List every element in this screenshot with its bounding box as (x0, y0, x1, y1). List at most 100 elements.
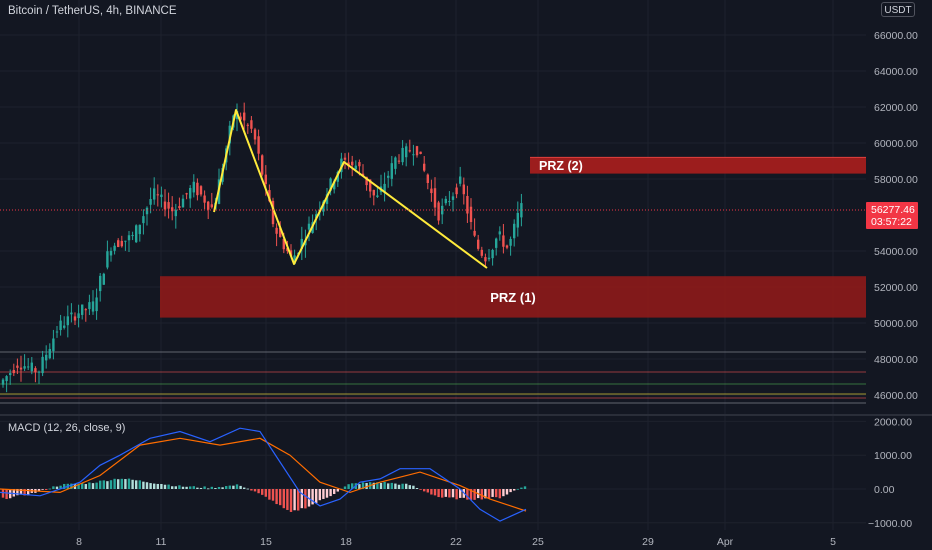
macd-histogram-bar (473, 489, 476, 500)
macd-histogram-bar (282, 489, 285, 509)
macd-histogram-bar (84, 484, 87, 489)
macd-histogram-bar (63, 483, 66, 489)
candle-body (81, 304, 84, 315)
candle-body (372, 189, 375, 196)
macd-histogram-bar (23, 489, 26, 496)
macd-histogram-bar (70, 483, 73, 489)
macd-histogram-bar (509, 489, 512, 493)
symbol-title[interactable]: Bitcoin / TetherUS, 4h, BINANCE (8, 5, 177, 17)
macd-histogram-bar (37, 489, 41, 491)
candle-body (415, 146, 419, 156)
candle-body (401, 147, 404, 163)
macd-histogram-bar (329, 489, 332, 497)
macd-histogram-bar (178, 485, 181, 489)
macd-axis-label: 0.00 (874, 484, 895, 496)
price-axis[interactable]: 66000.00 64000.00 62000.00 60000.00 58000.00… (874, 30, 918, 402)
candle-body (243, 112, 246, 121)
candle-body (509, 238, 512, 246)
candle-body (502, 235, 505, 247)
macd-histogram-bar (264, 489, 267, 497)
macd-pane (0, 427, 527, 522)
candle-body (505, 245, 509, 248)
macd-histogram-bar (192, 486, 195, 489)
candle-body (516, 212, 519, 228)
macd-histogram-bar (480, 489, 483, 500)
candle-body (196, 182, 199, 196)
candle-body (498, 231, 501, 235)
macd-histogram-bar (358, 484, 361, 489)
macd-histogram-bar (153, 483, 156, 489)
macd-histogram-bar (124, 479, 127, 489)
macd-histogram-bar (459, 489, 462, 498)
macd-histogram-bar (451, 489, 455, 498)
candle-body (293, 255, 296, 265)
time-axis[interactable]: 8 11 15 18 22 25 29 Apr 5 (76, 536, 836, 548)
macd-histogram-bar (109, 480, 113, 489)
candle-body (95, 297, 98, 312)
macd-histogram-bar (505, 489, 509, 495)
macd-histogram-bar (336, 489, 339, 492)
time-axis-label: 29 (642, 536, 654, 548)
macd-histogram-bar (135, 480, 138, 489)
macd-histogram-bar (160, 483, 163, 489)
macd-histogram-bar (167, 484, 170, 489)
macd-histogram-bar (203, 486, 206, 489)
price-axis-label: 50000.00 (874, 318, 918, 330)
macd-histogram-bar (426, 489, 429, 493)
candle-body (41, 356, 44, 374)
macd-histogram-bar (401, 483, 404, 489)
macd-histogram-bar (286, 489, 289, 510)
macd-histogram-bar (289, 489, 293, 512)
price-axis-label: 52000.00 (874, 282, 918, 294)
macd-histogram-bar (189, 486, 192, 489)
currency-badge[interactable]: USDT (881, 2, 915, 17)
candle-body (210, 204, 213, 208)
candle-body (246, 124, 249, 126)
macd-histogram-bar (225, 486, 228, 489)
macd-histogram-bar (261, 489, 264, 495)
prz-zones[interactable]: PRZ (1) PRZ (2) (160, 156, 866, 318)
macd-histogram-bar (27, 489, 30, 496)
macd-histogram-bar (498, 489, 501, 499)
macd-histogram-bar (275, 489, 278, 505)
macd-axis-label: 1000.00 (874, 450, 912, 462)
macd-histogram-bar (318, 489, 321, 501)
macd-histogram-bar (142, 481, 145, 489)
time-axis-label: 25 (532, 536, 544, 548)
macd-histogram-bar (88, 482, 91, 489)
macd-histogram-bar (455, 489, 458, 500)
candle-body (383, 183, 386, 193)
candle-body (149, 199, 152, 205)
candle-body (333, 181, 336, 190)
time-axis-label: 8 (76, 536, 82, 548)
candle-body (397, 160, 401, 162)
macd-histogram-bar (516, 488, 519, 490)
macd-histogram-bar (243, 487, 246, 489)
time-axis-label: 11 (156, 536, 167, 548)
harmonic-pattern-drawing[interactable] (213, 109, 488, 269)
macd-line (0, 427, 527, 522)
macd-histogram-bar (372, 482, 375, 489)
time-axis-label: 5 (830, 536, 836, 548)
macd-histogram-bar (52, 486, 55, 489)
macd-histogram-bar (466, 489, 469, 500)
candle-body (495, 238, 498, 248)
macd-histogram-bar (520, 487, 523, 489)
candle-body (329, 178, 332, 191)
macd-histogram-bar (145, 482, 149, 489)
macd-histogram-bar (513, 489, 516, 491)
candle-body (437, 202, 440, 221)
candle-body (473, 230, 476, 236)
macd-axis[interactable]: 2000.00 1000.00 0.00 −1000.00 (868, 416, 912, 529)
candle-body (48, 348, 51, 359)
price-axis-label: 46000.00 (874, 390, 918, 402)
candle-body (271, 200, 275, 225)
macd-histogram-bar (448, 489, 451, 498)
macd-histogram-bar (207, 488, 210, 490)
macd-indicator-title[interactable]: MACD (12, 26, close, 9) (8, 422, 126, 434)
macd-histogram-bar (441, 489, 444, 498)
candle-body (289, 250, 293, 256)
macd-histogram-bar (138, 480, 141, 489)
macd-histogram-bar (221, 487, 224, 489)
